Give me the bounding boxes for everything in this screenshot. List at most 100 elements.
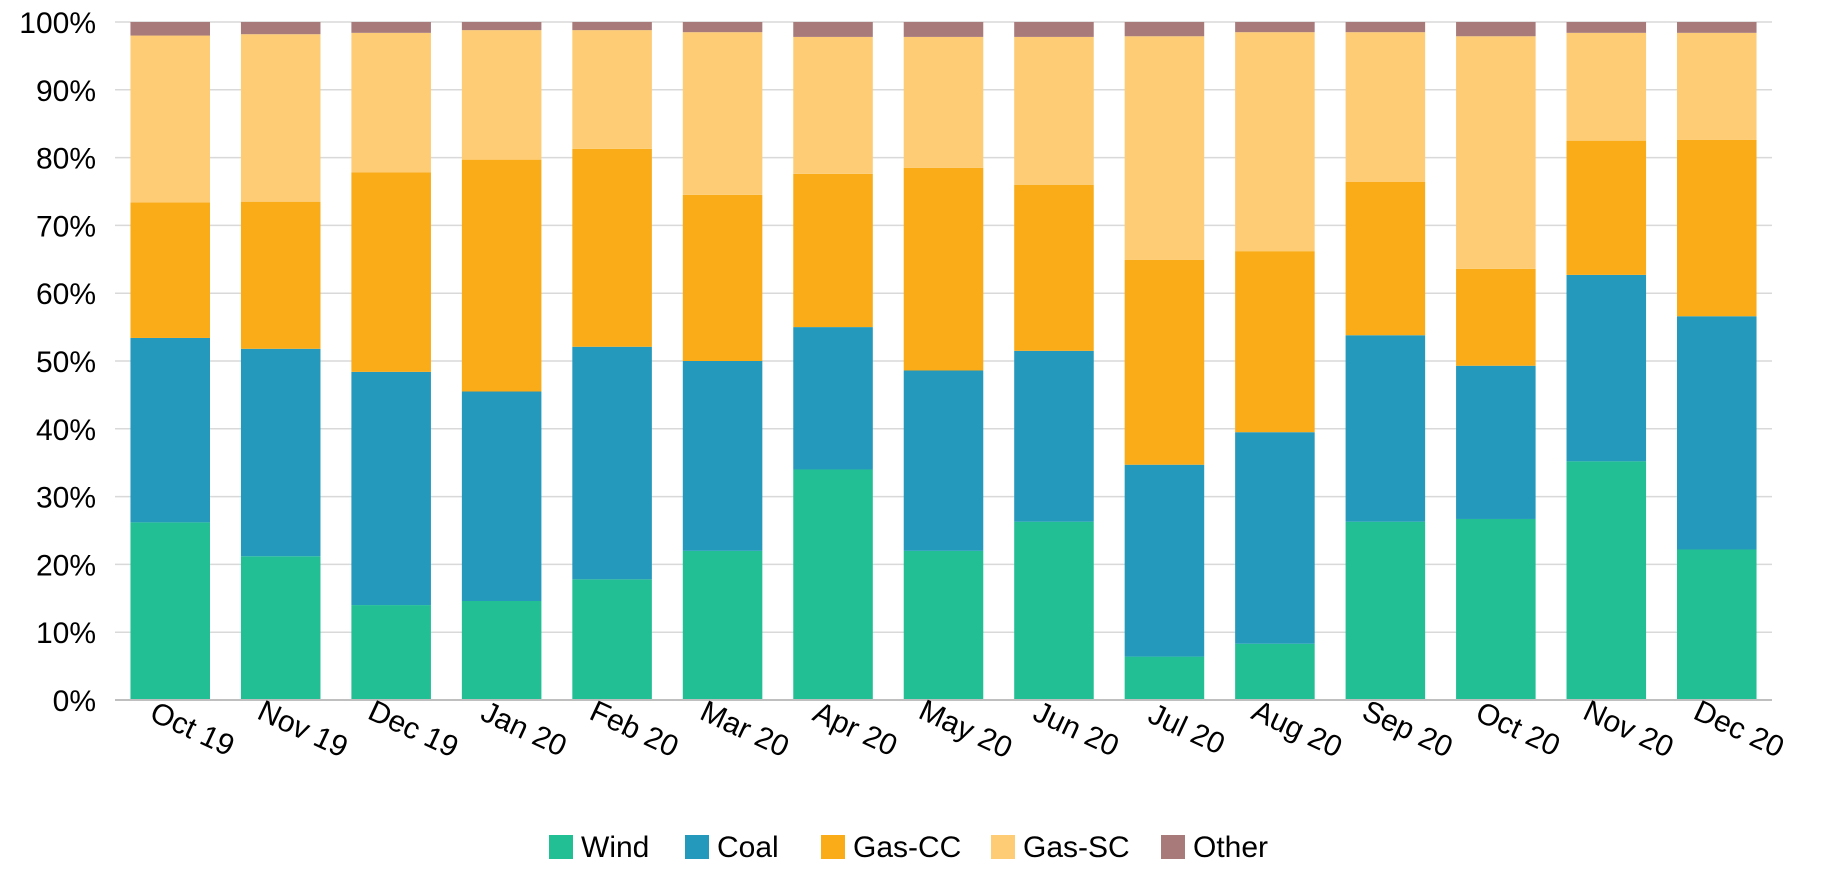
bar-segment-wind	[1456, 518, 1536, 700]
bar-segment-gas-sc	[1124, 36, 1205, 260]
bar-segment-coal	[572, 346, 652, 580]
bar-segment-coal	[793, 327, 873, 470]
bar-segment-coal	[903, 370, 984, 551]
bar-segment-gas-sc	[1566, 32, 1647, 141]
bar-segment-gas-sc	[572, 30, 652, 149]
bar-segment-other	[130, 22, 211, 36]
bar-segment-coal	[1676, 316, 1757, 550]
bar-segment-gas-cc	[461, 159, 542, 392]
bar-segment-gas-sc	[1345, 32, 1426, 183]
bar-segment-wind	[240, 556, 321, 700]
bars	[130, 22, 1757, 700]
bar-segment-gas-cc	[240, 201, 321, 349]
bar-segment-wind	[1345, 521, 1426, 700]
bar-segment-gas-cc	[1235, 251, 1315, 433]
bar-segment-gas-cc	[1566, 140, 1647, 275]
y-tick-label: 80%	[36, 143, 96, 176]
x-axis-tick-labels: Oct 19 Nov 19 Dec 19 Jan 20 Feb 20 Mar 20 Apr …	[145, 694, 1789, 765]
bar-segment-gas-sc	[903, 36, 984, 168]
y-tick-label: 60%	[36, 278, 96, 311]
bar-segment-other	[351, 22, 431, 33]
y-tick-label: 30%	[36, 482, 96, 515]
bar-segment-coal	[1235, 432, 1315, 644]
legend-swatch	[991, 835, 1015, 859]
bar-segment-coal	[1566, 274, 1647, 462]
bar-segment-coal	[1124, 464, 1205, 657]
legend-label: Other	[1193, 831, 1268, 864]
bar-segment-coal	[461, 391, 542, 602]
x-tick-label: Aug 20	[1247, 694, 1347, 764]
x-tick-label: Nov 19	[253, 694, 353, 764]
y-axis-tick-labels: 0% 10% 20% 30% 40% 50% 60% 70% 80% 90% 100%	[19, 7, 96, 718]
bar-segment-coal	[1456, 365, 1536, 519]
bar-segment-other	[793, 22, 873, 37]
x-tick-label: Feb 20	[585, 695, 684, 764]
legend-swatch	[549, 835, 573, 859]
legend-swatch	[1161, 835, 1185, 859]
x-tick-label: Oct 19	[145, 696, 239, 763]
bar-segment-gas-cc	[572, 148, 652, 347]
bar-segment-other	[461, 22, 542, 31]
legend-swatch	[685, 835, 709, 859]
bar-segment-wind	[461, 601, 542, 700]
x-tick-label: Jan 20	[476, 695, 572, 763]
bar-segment-other	[1456, 22, 1536, 37]
bar-segment-gas-cc	[130, 202, 211, 338]
bar-segment-coal	[1014, 350, 1094, 522]
bar-segment-other	[1345, 22, 1426, 33]
bar-segment-gas-sc	[793, 36, 873, 174]
legend-label: Coal	[717, 831, 779, 864]
bar-segment-wind	[351, 605, 431, 700]
bar-segment-other	[1014, 22, 1094, 37]
bar-segment-wind	[1124, 656, 1205, 700]
bar-segment-gas-cc	[1014, 184, 1094, 351]
bar-segment-wind	[130, 522, 211, 700]
legend-label: Gas-CC	[853, 831, 961, 864]
bar-segment-other	[572, 22, 652, 31]
bar-segment-wind	[793, 469, 873, 700]
y-tick-label: 10%	[36, 617, 96, 650]
y-tick-label: 0%	[53, 685, 96, 718]
bar-segment-gas-sc	[1235, 32, 1315, 252]
bar-segment-other	[1124, 22, 1205, 37]
bar-segment-gas-cc	[682, 194, 763, 361]
x-tick-label: Apr 20	[808, 696, 902, 763]
bar-segment-gas-cc	[793, 173, 873, 328]
y-tick-label: 20%	[36, 549, 96, 582]
legend-label: Gas-SC	[1023, 831, 1130, 864]
bar-segment-gas-cc	[903, 167, 984, 371]
bar-segment-wind	[682, 550, 763, 700]
bar-segment-gas-sc	[351, 32, 431, 173]
bar-segment-gas-cc	[351, 172, 431, 372]
bar-segment-gas-cc	[1345, 182, 1426, 336]
y-tick-label: 40%	[36, 414, 96, 447]
bar-segment-gas-sc	[130, 35, 211, 203]
bar-segment-wind	[1566, 461, 1647, 700]
bar-segment-gas-sc	[1456, 36, 1536, 269]
bar-segment-wind	[903, 550, 984, 700]
bar-segment-gas-cc	[1676, 139, 1757, 317]
y-tick-label: 50%	[36, 346, 96, 379]
x-tick-label: Jul 20	[1143, 698, 1230, 762]
bar-segment-gas-sc	[1014, 36, 1094, 185]
bar-segment-gas-cc	[1124, 259, 1205, 465]
bar-segment-other	[1676, 22, 1757, 33]
bar-segment-coal	[1345, 335, 1426, 522]
x-tick-label: May 20	[914, 694, 1017, 765]
x-tick-label: Dec 20	[1689, 694, 1789, 764]
bar-segment-coal	[240, 348, 321, 557]
bar-segment-other	[682, 22, 763, 33]
legend-label: Wind	[581, 831, 649, 864]
bar-segment-other	[1235, 22, 1315, 33]
legend-swatch	[821, 835, 845, 859]
bar-segment-wind	[572, 579, 652, 700]
legend: Wind Coal Gas-CC Gas-SC Other	[549, 831, 1268, 864]
x-tick-label: Oct 20	[1471, 696, 1565, 763]
bar-segment-gas-sc	[240, 34, 321, 202]
bar-segment-other	[240, 22, 321, 35]
x-tick-label: Nov 20	[1578, 694, 1678, 764]
bar-segment-other	[903, 22, 984, 37]
bar-segment-gas-sc	[682, 32, 763, 195]
